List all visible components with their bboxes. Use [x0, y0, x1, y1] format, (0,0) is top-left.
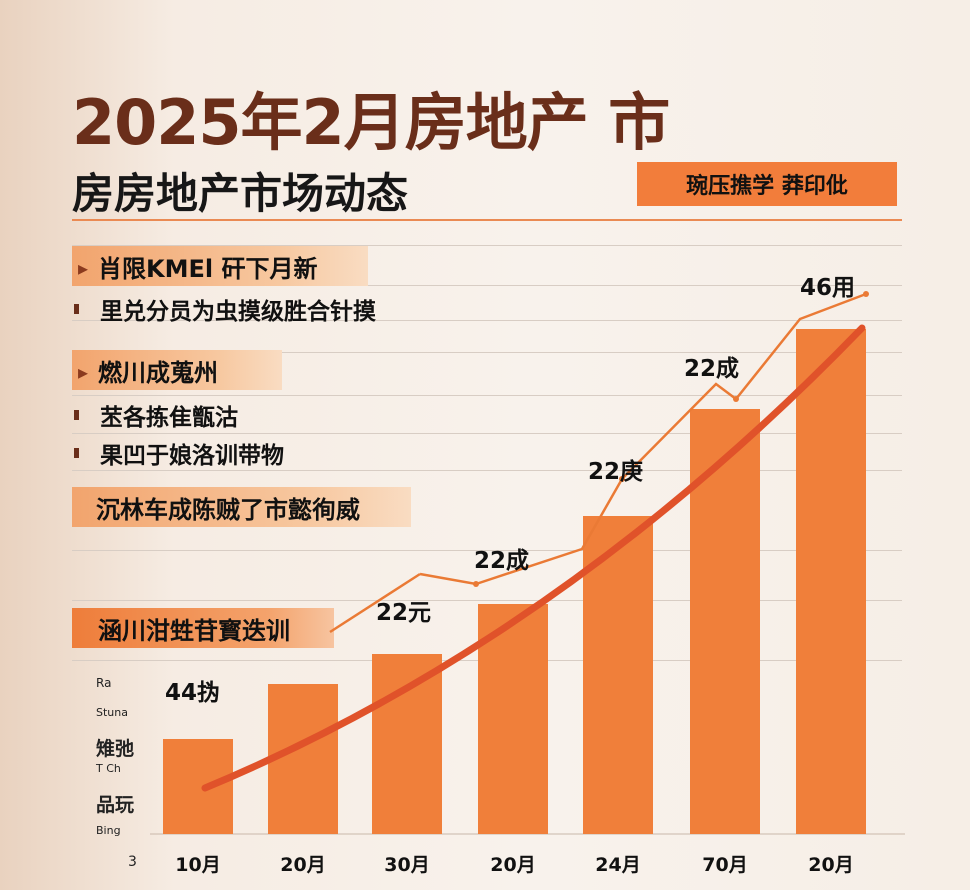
header-divider [72, 219, 902, 221]
y-axis-label: Ra [96, 676, 112, 690]
bar [478, 604, 548, 834]
grid-line [72, 600, 902, 601]
section-banner: ▸ 肖限KMEl 矸下月新 [72, 246, 368, 286]
list-item: 苤各拣隹甑沽 [74, 398, 238, 432]
section-heading: 沉林车成陈贼了市懿徇威 [96, 495, 360, 524]
x-tick-label: 20月 [280, 854, 325, 876]
x-tick-label: 70月 [702, 854, 747, 876]
bullet-icon [74, 410, 79, 420]
data-label: 22成 [474, 548, 529, 574]
y-axis-label: 3 [128, 854, 137, 870]
x-tick-label: 20月 [808, 854, 853, 876]
list-item: 果凹于娘洛训带物 [74, 436, 284, 470]
y-axis-label: Stuna [96, 706, 128, 719]
section-heading: 肖限KMEl 矸下月新 [98, 254, 318, 283]
line-point [733, 396, 739, 402]
y-axis-label: Bing [96, 824, 121, 837]
grid-line [72, 395, 902, 396]
data-label: 44㧑 [165, 680, 220, 706]
bullet-marker-icon: ▸ [78, 256, 89, 280]
list-item-text: 苤各拣隹甑沽 [100, 405, 238, 431]
grid-line [72, 285, 902, 286]
grid-line [72, 433, 902, 434]
list-item-text: 果凹于娘洛训带物 [100, 443, 284, 469]
line-point [863, 291, 869, 297]
x-tick-label: 30月 [384, 854, 429, 876]
line-series-segment [329, 572, 421, 634]
list-item: 里兑分员为虫摸级胜合针摸 [74, 292, 376, 326]
y-axis-label: T Ch [96, 762, 121, 775]
section-banner: 涵川泔甡苷寳迭训 [72, 608, 334, 648]
y-axis-label: 雉弛 [96, 738, 135, 760]
header-tag: 琬压撨学 莽印仳 [637, 162, 897, 206]
section-heading: 涵川泔甡苷寳迭训 [98, 616, 290, 645]
bar [796, 329, 866, 834]
x-tick-label: 24月 [595, 854, 640, 876]
list-item-text: 里兑分员为虫摸级胜合针摸 [100, 299, 376, 325]
line-series [419, 292, 867, 586]
page-subtitle: 房房地产市场动态 [72, 169, 409, 218]
data-label: 46用 [800, 275, 855, 301]
y-axis-label: 品玩 [96, 794, 135, 816]
grid-line [72, 470, 902, 471]
data-label: 22庚 [588, 458, 643, 485]
grid-line [72, 550, 902, 551]
bullet-marker-icon: ▸ [78, 360, 89, 384]
bar [583, 516, 653, 834]
data-label: 22成 [684, 356, 739, 382]
line-point [473, 581, 479, 587]
grid-line [72, 320, 902, 321]
page-title: 2025年2月房地产 市 [72, 86, 670, 159]
section-banner: ▸ 燃川成蒐州 [72, 350, 282, 390]
x-tick-label: 20月 [490, 854, 535, 876]
line-point [619, 476, 625, 482]
trend-curve [201, 324, 866, 792]
bar [372, 654, 442, 834]
grid-line [72, 352, 902, 353]
grid-line [72, 245, 902, 246]
section-banner: 沉林车成陈贼了市懿徇威 [72, 487, 411, 527]
bar [690, 409, 760, 834]
bullet-icon [74, 304, 79, 314]
bar [268, 684, 338, 834]
section-heading: 燃川成蒐州 [98, 358, 218, 387]
bar [163, 739, 233, 834]
x-tick-label: 10月 [175, 854, 220, 876]
data-label: 22元 [376, 600, 431, 626]
bullet-icon [74, 448, 79, 458]
